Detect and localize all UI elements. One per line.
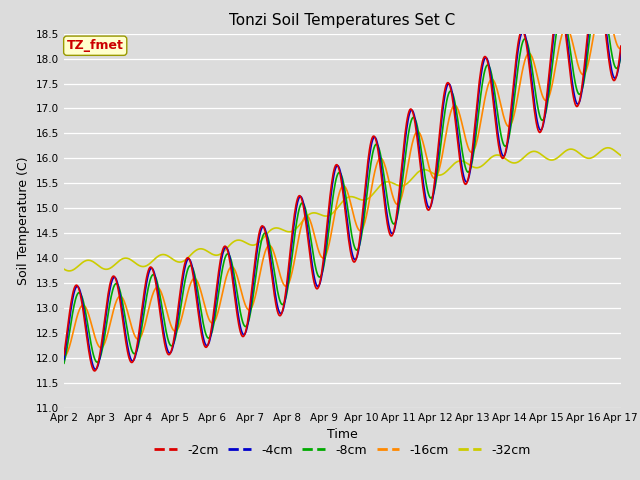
Title: Tonzi Soil Temperatures Set C: Tonzi Soil Temperatures Set C [229,13,456,28]
Text: TZ_fmet: TZ_fmet [67,39,124,52]
Y-axis label: Soil Temperature (C): Soil Temperature (C) [17,156,30,285]
Legend: -2cm, -4cm, -8cm, -16cm, -32cm: -2cm, -4cm, -8cm, -16cm, -32cm [150,439,535,462]
X-axis label: Time: Time [327,429,358,442]
